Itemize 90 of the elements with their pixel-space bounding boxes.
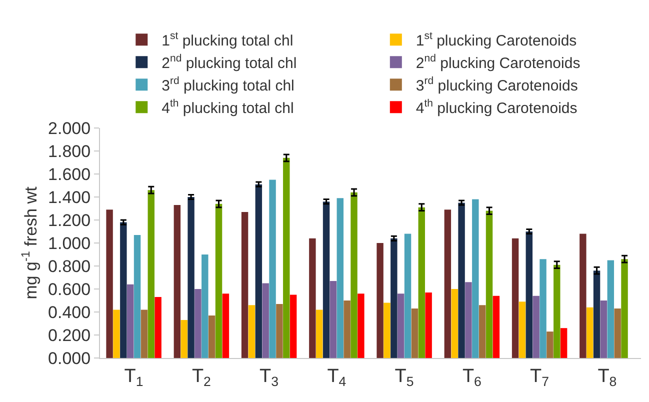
bar <box>330 280 337 358</box>
legend-label: 3$^{rd}$ plucking total chl <box>162 75 294 94</box>
y-tick-label: 2.000 <box>48 118 91 138</box>
x-tick-label: T$_{1}$ <box>124 366 144 389</box>
legend-label: 1$^{st}$ plucking Carotenoids <box>416 30 577 50</box>
legend-label: 2$^{nd}$ plucking Carotenoids <box>416 52 580 72</box>
bar <box>215 204 222 358</box>
x-tick-label: T$_{7}$ <box>530 366 550 389</box>
bar <box>180 320 188 358</box>
bar <box>425 292 432 358</box>
bar <box>208 315 216 358</box>
bar <box>465 282 472 358</box>
bar <box>458 202 465 358</box>
bar <box>492 296 500 358</box>
bar <box>580 234 586 358</box>
bar <box>478 305 486 358</box>
bar <box>126 284 134 358</box>
bar <box>404 234 412 358</box>
x-tick-label: T$_{2}$ <box>192 366 211 389</box>
bar <box>614 308 621 358</box>
legend-label: 1$^{st}$ plucking total chl <box>162 30 294 50</box>
bar <box>350 192 358 358</box>
bar <box>384 302 390 358</box>
bar <box>411 308 418 358</box>
bar <box>397 294 404 358</box>
y-tick-label: 1.200 <box>48 210 91 230</box>
bar <box>600 300 608 358</box>
bar <box>518 302 526 358</box>
bar <box>154 297 162 358</box>
legend-label: 4$^{th}$ plucking total chl <box>162 98 294 117</box>
bar <box>194 289 202 358</box>
bar <box>390 238 398 358</box>
bar <box>322 202 330 358</box>
bar <box>309 238 316 358</box>
bar <box>376 243 384 358</box>
bar <box>188 197 194 358</box>
bar <box>593 270 600 358</box>
legend-label: 4$^{th}$ plucking Carotenoids <box>416 98 578 117</box>
bar <box>526 232 533 358</box>
bar <box>106 210 113 358</box>
bar <box>512 238 519 358</box>
bar <box>262 283 269 358</box>
bar <box>586 307 594 358</box>
bar <box>621 259 628 358</box>
bar <box>418 207 425 358</box>
bar <box>202 254 208 358</box>
y-tick-label: 1.800 <box>48 142 91 161</box>
bar <box>607 260 614 358</box>
bar <box>269 180 276 358</box>
bar <box>120 222 127 358</box>
y-tick-label: 0.800 <box>48 256 91 276</box>
y-tick-label: 1.400 <box>48 188 91 207</box>
bar <box>316 310 323 358</box>
x-tick-label: T$_{5}$ <box>394 366 414 389</box>
bar <box>241 212 248 358</box>
bar <box>276 304 283 358</box>
y-tick-label: 1.000 <box>48 234 91 253</box>
y-tick-label: 0.200 <box>48 326 91 345</box>
y-tick-label: 0.600 <box>48 280 91 299</box>
x-tick-label: T$_{4}$ <box>327 366 346 389</box>
bar <box>148 190 154 358</box>
legend-label: 3$^{rd}$ plucking Carotenoids <box>416 75 578 94</box>
bar <box>444 210 452 358</box>
bar <box>134 234 141 358</box>
bar <box>486 210 493 358</box>
x-tick-label: T$_{6}$ <box>462 366 482 389</box>
bar <box>283 158 290 358</box>
legend-label: 2$^{nd}$ plucking total chl <box>162 52 297 72</box>
bar <box>140 310 148 358</box>
bar <box>344 300 350 358</box>
bar <box>113 310 120 358</box>
bar <box>472 199 479 358</box>
bar <box>554 264 560 358</box>
y-tick-label: 0.000 <box>48 348 91 368</box>
bar <box>358 294 364 358</box>
bar <box>560 328 568 358</box>
bar <box>255 184 262 358</box>
bar <box>451 289 458 358</box>
y-tick-label: 1.600 <box>48 164 91 184</box>
bar <box>540 259 546 358</box>
x-tick-label: T$_{8}$ <box>598 366 617 389</box>
bar <box>290 294 297 358</box>
bar <box>336 198 344 358</box>
bar <box>222 294 230 358</box>
bar <box>532 296 540 358</box>
x-tick-label: T$_{3}$ <box>260 366 279 389</box>
bar <box>248 305 256 358</box>
y-tick-label: 0.400 <box>48 302 91 322</box>
bar <box>546 332 554 358</box>
bar <box>174 205 181 358</box>
